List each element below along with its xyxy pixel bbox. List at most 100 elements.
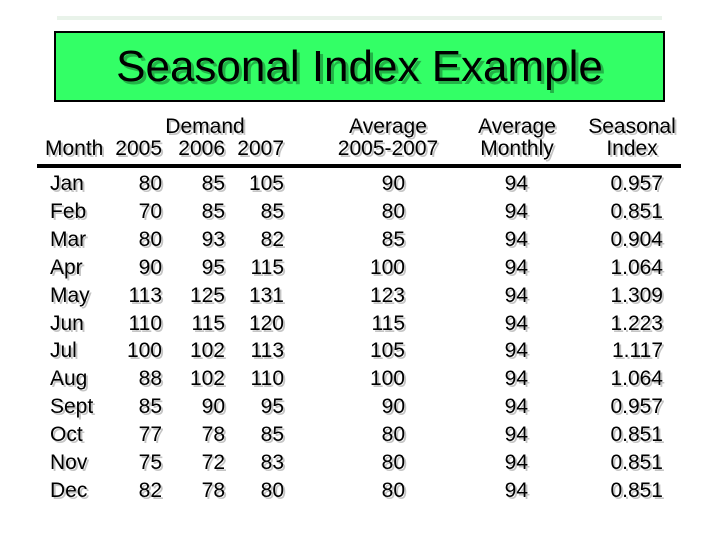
year-2007-header: 2007 bbox=[237, 137, 284, 160]
demand-2006-cell: 102 bbox=[189, 367, 225, 391]
demand-2006-cell: 72 bbox=[201, 451, 225, 475]
seasonal-index-table: Jan 80 85 105 90 94 0.957 Feb 70 85 85 80 94 0.851 Mar… bbox=[37, 170, 663, 505]
seasonal-index-cell: 1.309 bbox=[610, 283, 663, 307]
average-monthly-cell: 94 bbox=[504, 311, 528, 335]
seasonal-index-cell: 0.851 bbox=[610, 423, 663, 447]
average-range-header-line1: Average bbox=[349, 115, 427, 138]
seasonal-index-cell: 0.904 bbox=[610, 227, 663, 251]
demand-2006-cell: 78 bbox=[201, 423, 225, 447]
average-cell: 100 bbox=[369, 367, 405, 391]
demand-2006-cell: 95 bbox=[201, 255, 225, 279]
average-monthly-cell: 94 bbox=[504, 255, 528, 279]
seasonal-index-cell: 1.117 bbox=[612, 339, 663, 363]
demand-2005-cell: 75 bbox=[138, 451, 162, 475]
demand-2007-cell: 105 bbox=[248, 172, 284, 195]
average-monthly-cell: 94 bbox=[504, 367, 528, 391]
average-monthly-cell: 94 bbox=[504, 227, 528, 251]
seasonal-index-cell: 0.957 bbox=[610, 395, 663, 419]
demand-2006-cell: 90 bbox=[201, 395, 225, 419]
demand-2006-cell: 85 bbox=[201, 172, 225, 195]
table-row: Aug 88 102 110 100 94 1.064 bbox=[37, 365, 663, 393]
month-cell: Oct bbox=[50, 423, 83, 447]
table-row: Dec 82 78 80 80 94 0.851 bbox=[37, 477, 663, 505]
demand-2007-cell: 131 bbox=[248, 283, 284, 307]
table-row: Mar 80 93 82 85 94 0.904 bbox=[37, 226, 663, 254]
demand-2007-cell: 113 bbox=[250, 339, 284, 363]
month-cell: Jun bbox=[50, 311, 84, 335]
demand-2006-cell: 85 bbox=[201, 199, 225, 223]
demand-2006-cell: 93 bbox=[201, 227, 225, 251]
demand-2006-cell: 102 bbox=[189, 339, 225, 363]
month-cell: Aug bbox=[50, 367, 88, 391]
seasonal-index-cell: 0.851 bbox=[610, 478, 663, 502]
demand-2007-cell: 85 bbox=[260, 199, 284, 223]
seasonal-index-cell: 0.851 bbox=[610, 451, 663, 475]
demand-2005-cell: 82 bbox=[138, 478, 162, 502]
month-cell: Dec bbox=[50, 478, 88, 502]
demand-group-header: Demand bbox=[165, 115, 245, 138]
average-monthly-cell: 94 bbox=[504, 395, 528, 419]
demand-2007-cell: 110 bbox=[250, 367, 284, 391]
seasonal-index-cell: 1.064 bbox=[610, 367, 663, 391]
average-cell: 80 bbox=[381, 199, 405, 223]
demand-2006-cell: 115 bbox=[191, 311, 225, 335]
table-row: Apr 90 95 115 100 94 1.064 bbox=[37, 254, 663, 282]
average-cell: 90 bbox=[381, 395, 405, 419]
table-row: Jun 110 115 120 115 94 1.223 bbox=[37, 310, 663, 338]
demand-2005-cell: 113 bbox=[128, 283, 162, 307]
average-cell: 100 bbox=[369, 255, 405, 279]
month-cell: Sept bbox=[50, 395, 94, 419]
average-monthly-cell: 94 bbox=[504, 451, 528, 475]
demand-2007-cell: 85 bbox=[260, 423, 284, 447]
average-cell: 105 bbox=[369, 339, 405, 363]
average-cell: 123 bbox=[369, 283, 405, 307]
top-highlight-strip bbox=[57, 16, 662, 20]
table-row: Jan 80 85 105 90 94 0.957 bbox=[37, 170, 663, 198]
seasonal-index-cell: 1.223 bbox=[610, 311, 663, 335]
average-monthly-cell: 94 bbox=[504, 199, 528, 223]
table-row: Sept 85 90 95 90 94 0.957 bbox=[37, 393, 663, 421]
demand-2005-cell: 88 bbox=[138, 367, 162, 391]
demand-2007-cell: 82 bbox=[260, 227, 284, 251]
average-monthly-cell: 94 bbox=[504, 478, 528, 502]
average-monthly-cell: 94 bbox=[504, 172, 528, 195]
average-monthly-header-line2: Monthly bbox=[480, 137, 554, 160]
table-row: Feb 70 85 85 80 94 0.851 bbox=[37, 198, 663, 226]
seasonal-index-header-line2: Index bbox=[606, 137, 658, 160]
title-box: Seasonal Index Example bbox=[54, 31, 665, 102]
table-row: Nov 75 72 83 80 94 0.851 bbox=[37, 449, 663, 477]
average-cell: 90 bbox=[381, 172, 405, 195]
demand-2006-cell: 78 bbox=[201, 478, 225, 502]
seasonal-index-cell: 0.957 bbox=[610, 172, 663, 195]
average-cell: 80 bbox=[381, 423, 405, 447]
average-monthly-header-line1: Average bbox=[478, 115, 556, 138]
year-2006-header: 2006 bbox=[178, 137, 225, 160]
demand-2007-cell: 115 bbox=[250, 255, 284, 279]
month-cell: Apr bbox=[50, 255, 83, 279]
average-monthly-cell: 94 bbox=[504, 423, 528, 447]
demand-2007-cell: 120 bbox=[248, 311, 284, 335]
demand-2005-cell: 100 bbox=[126, 339, 162, 363]
average-monthly-cell: 94 bbox=[504, 283, 528, 307]
average-cell: 115 bbox=[371, 311, 405, 335]
demand-2005-cell: 80 bbox=[138, 227, 162, 251]
average-monthly-cell: 94 bbox=[504, 339, 528, 363]
demand-2007-cell: 95 bbox=[260, 395, 284, 419]
header-rule bbox=[37, 164, 681, 168]
month-column-header: Month bbox=[45, 137, 104, 160]
year-2005-header: 2005 bbox=[115, 137, 162, 160]
table-body: Jan 80 85 105 90 94 0.957 Feb 70 85 85 80 94 0.851 Mar… bbox=[37, 170, 663, 505]
demand-2006-cell: 125 bbox=[189, 283, 225, 307]
average-cell: 85 bbox=[381, 227, 405, 251]
average-cell: 80 bbox=[381, 451, 405, 475]
month-cell: Mar bbox=[50, 227, 87, 251]
table-row: Jul 100 102 113 105 94 1.117 bbox=[37, 337, 663, 365]
average-cell: 80 bbox=[381, 478, 405, 502]
demand-2005-cell: 80 bbox=[138, 172, 162, 195]
average-range-header-line2: 2005-2007 bbox=[337, 137, 439, 160]
demand-2007-cell: 80 bbox=[260, 478, 284, 502]
demand-2005-cell: 110 bbox=[128, 311, 162, 335]
demand-2005-cell: 90 bbox=[138, 255, 162, 279]
seasonal-index-cell: 0.851 bbox=[610, 199, 663, 223]
